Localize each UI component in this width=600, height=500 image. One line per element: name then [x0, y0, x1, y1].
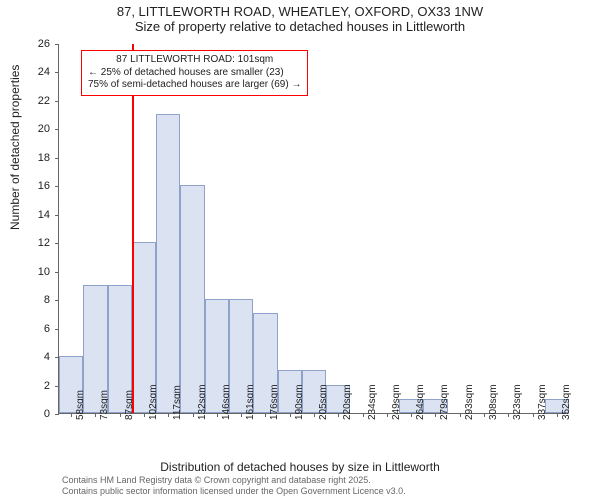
footnote-line-1: Contains HM Land Registry data © Crown c…: [62, 475, 406, 485]
y-tick-label: 24: [38, 66, 50, 78]
chart-plot-area: 0246810121416182022242658sqm73sqm87sqm10…: [58, 44, 568, 414]
x-tick-label: 293sqm: [464, 384, 475, 420]
x-tick-label: 234sqm: [367, 384, 378, 420]
annotation-line-2: ← 25% of detached houses are smaller (23…: [88, 67, 301, 80]
title-line-1: 87, LITTLEWORTH ROAD, WHEATLEY, OXFORD, …: [0, 4, 600, 19]
x-tick-label: 352sqm: [561, 384, 572, 420]
x-tick-label: 279sqm: [439, 384, 450, 420]
y-tick-label: 6: [44, 323, 50, 335]
y-tick-label: 14: [38, 209, 50, 221]
x-tick-label: 323sqm: [512, 384, 523, 420]
y-tick-label: 22: [38, 95, 50, 107]
footnote-line-2: Contains public sector information licen…: [62, 486, 406, 496]
chart-title: 87, LITTLEWORTH ROAD, WHEATLEY, OXFORD, …: [0, 0, 600, 34]
x-tick-label: 308sqm: [488, 384, 499, 420]
y-tick-label: 4: [44, 351, 50, 363]
y-tick-label: 16: [38, 180, 50, 192]
y-axis-label: Number of detached properties: [8, 65, 22, 230]
y-tick-label: 26: [38, 38, 50, 50]
chart-container: { "title": { "line1": "87, LITTLEWORTH R…: [0, 0, 600, 500]
histogram-bar: [180, 185, 204, 413]
y-tick-label: 8: [44, 294, 50, 306]
y-tick-label: 20: [38, 123, 50, 135]
annotation-line-3: 75% of semi-detached houses are larger (…: [88, 79, 301, 92]
property-marker-line: [132, 44, 134, 413]
annotation-line-1: 87 LITTLEWORTH ROAD: 101sqm: [88, 54, 301, 67]
y-tick-label: 0: [44, 408, 50, 420]
x-axis-label: Distribution of detached houses by size …: [0, 460, 600, 474]
x-tick-label: 220sqm: [342, 384, 353, 420]
y-tick-label: 10: [38, 266, 50, 278]
title-line-2: Size of property relative to detached ho…: [0, 19, 600, 34]
y-tick-label: 12: [38, 237, 50, 249]
attribution-footnote: Contains HM Land Registry data © Crown c…: [62, 475, 406, 496]
annotation-box: 87 LITTLEWORTH ROAD: 101sqm← 25% of deta…: [81, 50, 308, 96]
plot-region: 0246810121416182022242658sqm73sqm87sqm10…: [58, 44, 568, 414]
histogram-bar: [156, 114, 180, 413]
y-tick-label: 18: [38, 152, 50, 164]
y-tick-label: 2: [44, 380, 50, 392]
